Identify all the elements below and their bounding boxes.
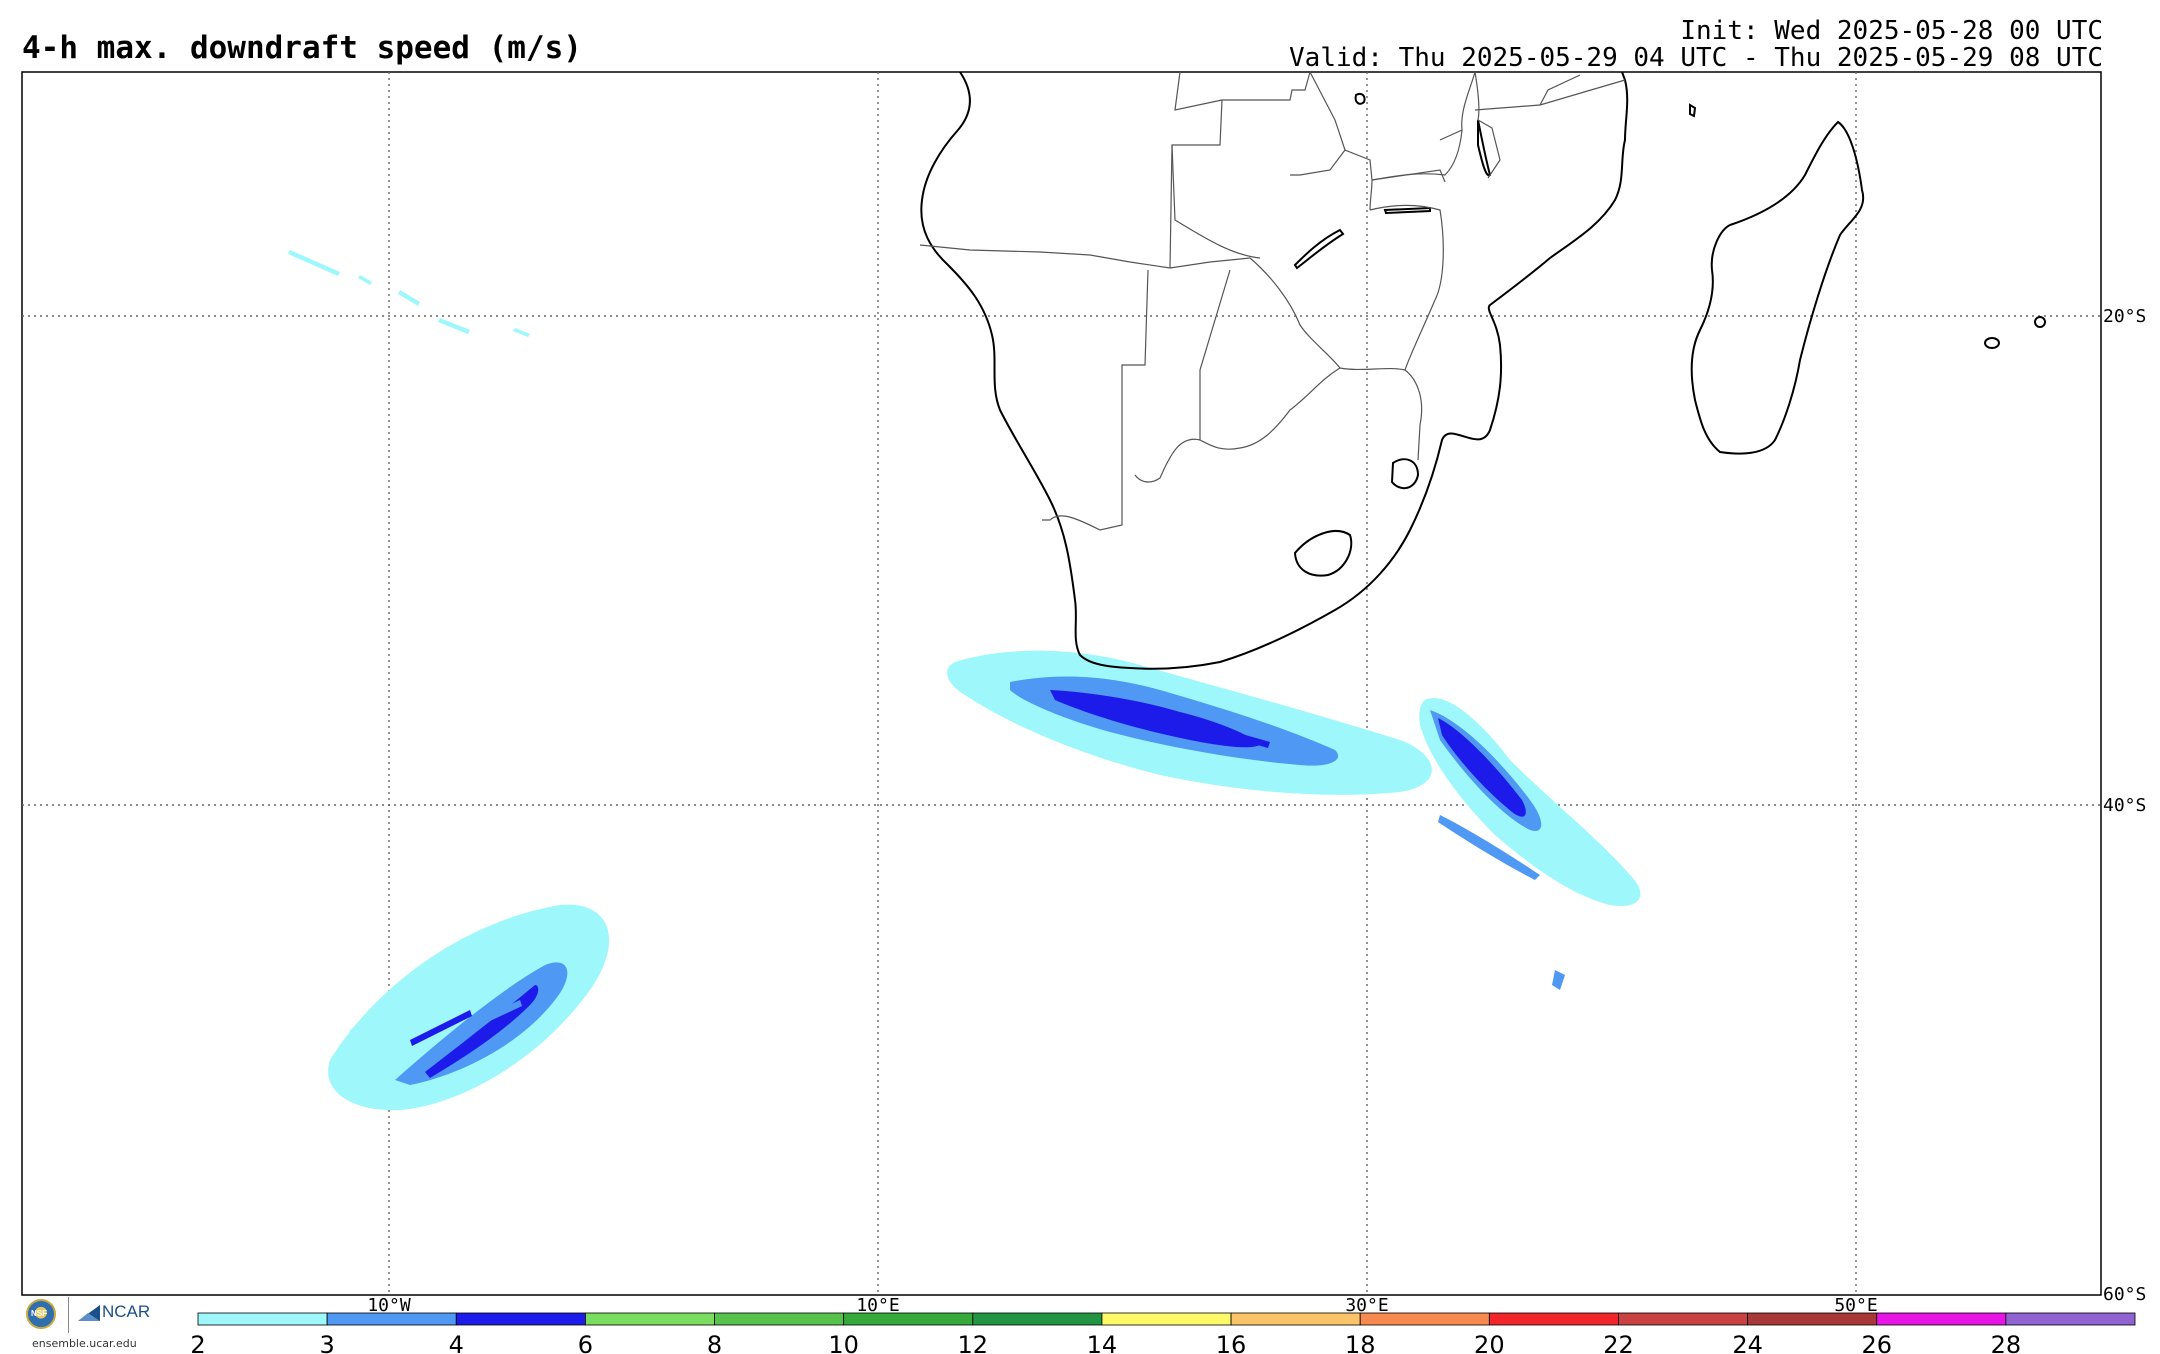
lat-label-40s: 40°S	[2103, 795, 2146, 816]
logo-area: NSF NCAR ensemble.ucar.edu	[22, 1297, 152, 1353]
lat-labels: 20°S 40°S 60°S	[2103, 306, 2146, 1305]
cahora-bassa-outline	[1383, 206, 1431, 215]
colorbar: 2 3 4 6 8 10 12 14 16 18 20 22 24 26 28	[190, 1312, 2136, 1354]
lon-label-50e: 50°E	[1834, 1295, 1877, 1316]
colorbar-label: 4	[449, 1331, 464, 1354]
valid-time: Valid: Thu 2025-05-29 04 UTC - Thu 2025-…	[1289, 43, 2103, 73]
mauritius-coastline	[1984, 337, 2000, 349]
colorbar-label: 3	[319, 1331, 334, 1354]
lon-label-10e: 10°E	[856, 1295, 899, 1316]
colorbar-swatch	[843, 1312, 974, 1326]
colorbar-swatch	[1230, 1312, 1361, 1326]
colorbar-swatch	[1618, 1312, 1749, 1326]
lake-kariba-outline	[1293, 228, 1345, 270]
colorbar-swatch	[1359, 1312, 1490, 1326]
map-title: 4-h max. downdraft speed (m/s)	[22, 30, 582, 66]
logo-divider	[68, 1297, 69, 1333]
lon-label-30e: 30°E	[1345, 1295, 1388, 1316]
downdraft-field-southwest	[328, 904, 610, 1111]
graticule	[22, 72, 2101, 1295]
eswatini-outline	[1390, 458, 1420, 490]
colorbar-swatch	[1876, 1312, 2007, 1326]
colorbar-swatch	[585, 1312, 715, 1326]
colorbar-swatch	[714, 1312, 845, 1326]
lake-victoria-outline	[1354, 92, 1366, 105]
colorbar-label: 18	[1345, 1331, 1376, 1354]
time-info: Init: Wed 2025-05-28 00 UTC Valid: Thu 2…	[1289, 18, 2103, 72]
colorbar-swatch	[2005, 1312, 2136, 1326]
ncar-mark-icon	[78, 1305, 100, 1321]
colorbar-label: 6	[578, 1331, 593, 1354]
colorbar-swatch	[1747, 1312, 1878, 1326]
colorbar-swatch	[326, 1312, 457, 1326]
nsf-logo: NSF	[26, 1299, 56, 1329]
colorbar-label: 20	[1474, 1331, 1505, 1354]
colorbar-label: 14	[1087, 1331, 1118, 1354]
downdraft-field-cape	[947, 650, 1432, 795]
ensemble-url: ensemble.ucar.edu	[32, 1337, 137, 1350]
colorbar-label: 8	[707, 1331, 722, 1354]
colorbar-swatch	[972, 1312, 1103, 1326]
colorbar-label: 16	[1216, 1331, 1247, 1354]
colorbar-label: 24	[1732, 1331, 1763, 1354]
comoros-coastline	[1689, 103, 1697, 118]
downdraft-scattered-cells	[288, 250, 530, 337]
country-borders	[919, 71, 1626, 531]
lesotho-outline	[1293, 530, 1353, 577]
madagascar-coastline	[1690, 120, 1865, 455]
downdraft-field-southeast	[1419, 698, 1641, 990]
colorbar-label: 10	[828, 1331, 859, 1354]
reunion-coastline	[2034, 316, 2046, 328]
lon-label-10w: 10°W	[367, 1295, 411, 1316]
colorbar-swatch	[455, 1312, 586, 1326]
colorbar-label: 28	[1991, 1331, 2022, 1354]
nsf-logo-text: NSF	[31, 1309, 47, 1318]
colorbar-swatch	[197, 1312, 328, 1326]
colorbar-label: 22	[1603, 1331, 1634, 1354]
colorbar-label: 2	[190, 1331, 205, 1354]
colorbar-label: 26	[1861, 1331, 1892, 1354]
colorbar-swatch	[1488, 1312, 1619, 1326]
lon-labels: 10°W 10°E 30°E 50°E	[367, 1295, 1877, 1316]
lat-label-20s: 20°S	[2103, 306, 2146, 327]
africa-coastline	[920, 71, 1629, 670]
colorbar-label: 12	[958, 1331, 989, 1354]
ncar-logo-text: NCAR	[102, 1302, 151, 1321]
lat-label-60s: 60°S	[2103, 1284, 2146, 1305]
colorbar-swatch	[1101, 1312, 1232, 1326]
init-time: Init: Wed 2025-05-28 00 UTC	[1680, 16, 2103, 46]
